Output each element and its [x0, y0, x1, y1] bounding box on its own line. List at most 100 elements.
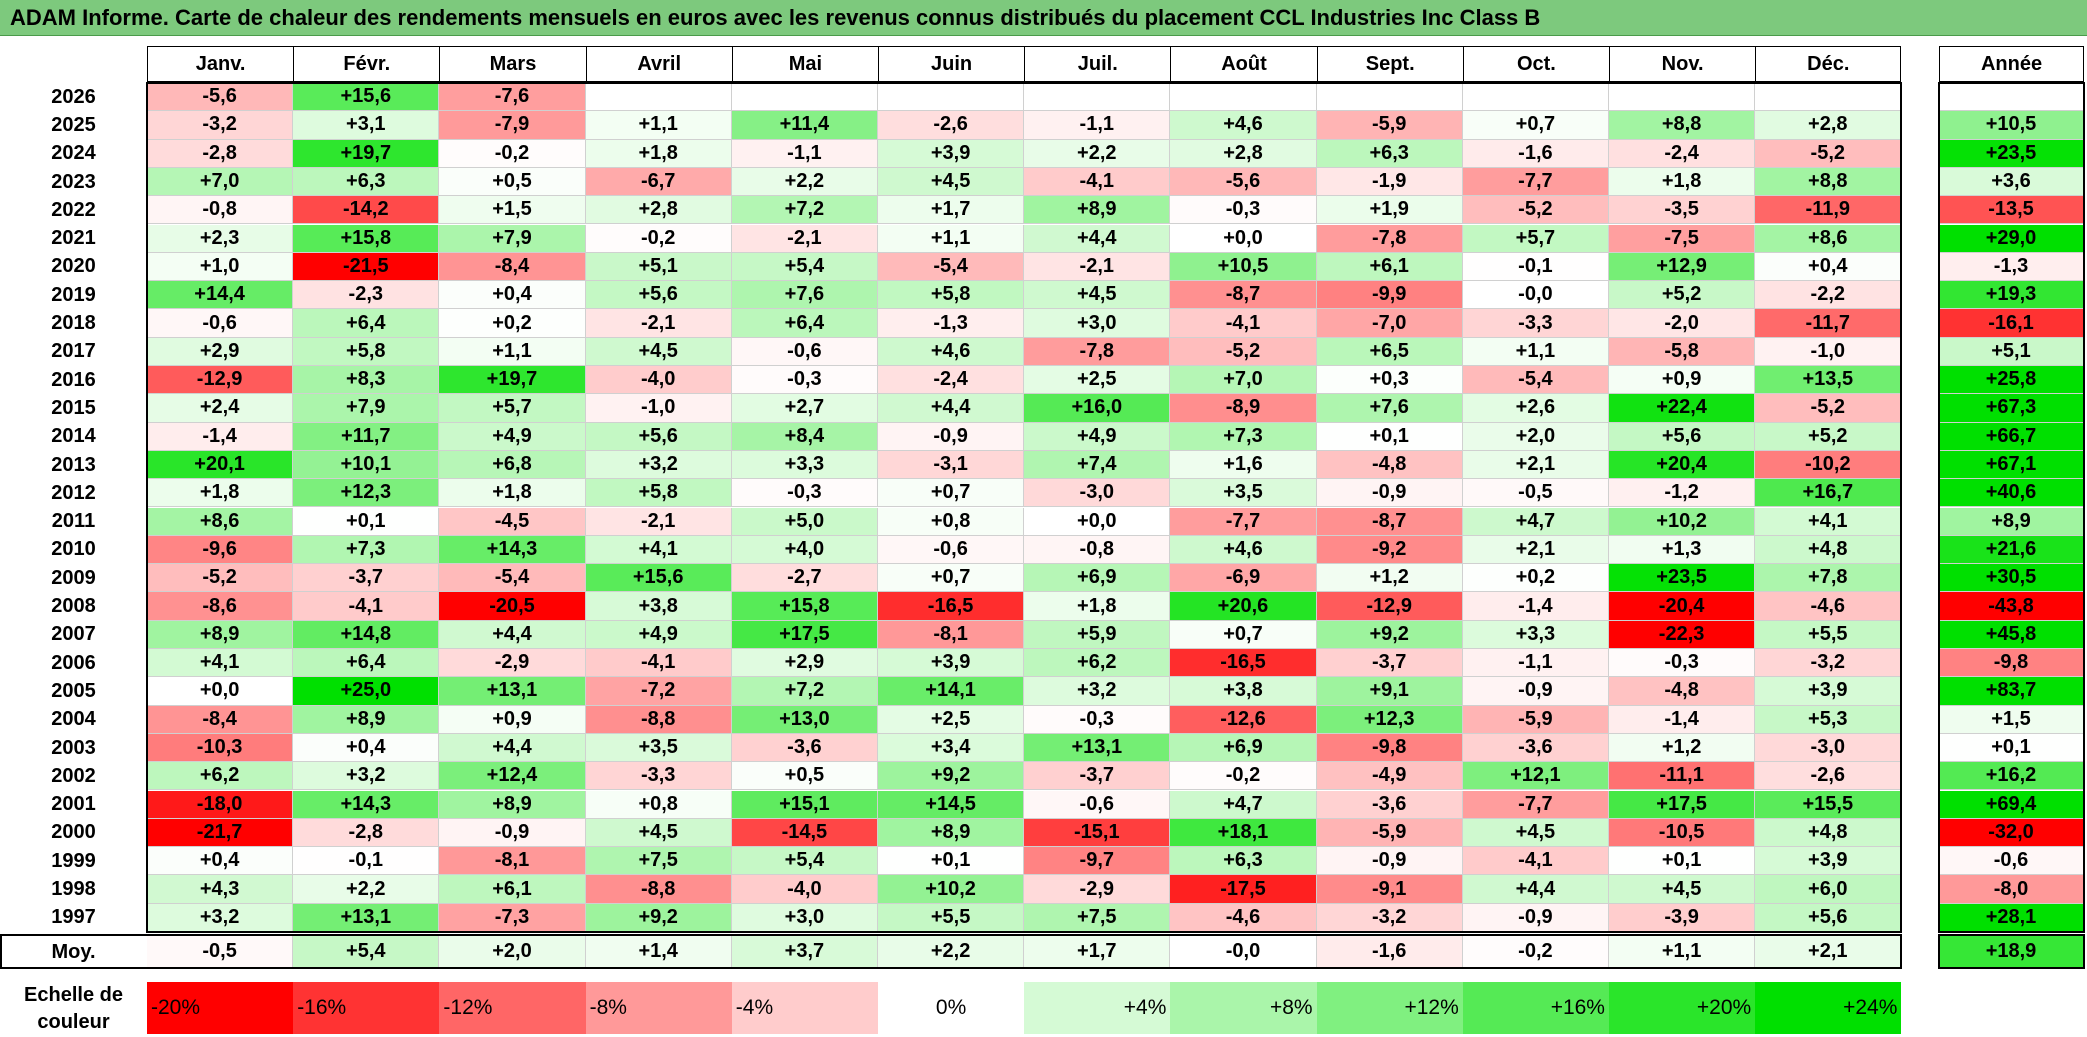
year-total-cell: -16,1	[1939, 309, 2084, 338]
year-label: 2020	[0, 252, 147, 282]
heatmap-cell: -10,3	[147, 733, 294, 763]
heatmap-cell: +9,2	[1316, 620, 1463, 649]
heatmap-cell: +3,0	[1024, 309, 1171, 338]
heatmap-cell: +5,5	[1755, 620, 1902, 649]
year-label: 2022	[0, 196, 147, 225]
heatmap-cell: +4,4	[439, 620, 586, 649]
legend-swatch: 0%	[878, 982, 1025, 1034]
heatmap-cell: +1,1	[439, 337, 586, 366]
heatmap-cell: -5,2	[1170, 337, 1317, 366]
heatmap-cell: -6,7	[585, 167, 732, 197]
heatmap-cell: +6,4	[731, 309, 878, 338]
heatmap-cell: -10,2	[1755, 450, 1902, 480]
heatmap-cell: +3,1	[293, 111, 440, 140]
heatmap-cell: +5,6	[1755, 903, 1902, 932]
heatmap-cell	[878, 83, 1025, 112]
heatmap-cell: -3,0	[1755, 733, 1902, 763]
heatmap-cell: +2,6	[1462, 394, 1609, 423]
heatmap-cell: +9,2	[585, 903, 732, 932]
heatmap-cell: +19,7	[293, 139, 440, 168]
heatmap-cell: +4,8	[1755, 535, 1902, 565]
heatmap-cell: +10,1	[293, 450, 440, 480]
year-label: 2023	[0, 167, 147, 197]
heatmap-cell: -1,0	[1755, 337, 1902, 366]
year-label: 2009	[0, 564, 147, 593]
year-total-cell: -13,5	[1939, 196, 2084, 225]
heatmap-cell: +16,0	[1024, 394, 1171, 423]
heatmap-cell: +3,9	[1755, 847, 1902, 876]
heatmap-cell: +13,1	[293, 903, 440, 932]
heatmap-cell: -18,0	[147, 790, 294, 819]
heatmap-cell: +3,8	[585, 592, 732, 621]
heatmap-cell: -3,0	[1024, 479, 1171, 508]
heatmap-cell: +4,5	[585, 818, 732, 848]
heatmap-cell: +10,2	[1609, 507, 1756, 536]
heatmap-cell: -14,5	[731, 818, 878, 848]
heatmap-cell: -4,9	[1316, 762, 1463, 791]
heatmap-cell: -2,0	[1609, 309, 1756, 338]
heatmap-cell: +6,3	[1316, 139, 1463, 168]
year-label: 2012	[0, 479, 147, 508]
heatmap-cell: -2,8	[147, 139, 294, 168]
heatmap-cell: -0,9	[1316, 479, 1463, 508]
heatmap-cell: -9,9	[1316, 281, 1463, 310]
heatmap-cell: +3,9	[1755, 677, 1902, 706]
heatmap-cell: -2,6	[878, 111, 1025, 140]
heatmap-cell: -0,8	[147, 196, 294, 225]
heatmap-cell: +0,7	[1462, 111, 1609, 140]
heatmap-cell: -0,6	[1024, 790, 1171, 819]
heatmap-cell: -4,6	[1755, 592, 1902, 621]
legend-swatch: -16%	[293, 982, 440, 1034]
heatmap-cell: +5,7	[439, 394, 586, 423]
heatmap-cell: -2,6	[1755, 762, 1902, 791]
year-total-cell: +66,7	[1939, 422, 2084, 451]
heatmap-cell: -7,3	[439, 903, 586, 932]
heatmap-cell: +2,2	[1024, 139, 1171, 168]
year-label: 2007	[0, 620, 147, 649]
heatmap-cell: -4,1	[1024, 167, 1171, 197]
heatmap-cell: -8,1	[439, 847, 586, 876]
heatmap-cell: +8,6	[147, 507, 294, 536]
heatmap-cell: -0,2	[1170, 762, 1317, 791]
heatmap-cell: -20,5	[439, 592, 586, 621]
heatmap-cell: +20,6	[1170, 592, 1317, 621]
heatmap-cell: -1,4	[147, 422, 294, 451]
heatmap-cell: -4,8	[1609, 677, 1756, 706]
heatmap-cell: +0,5	[731, 762, 878, 791]
heatmap-cell: -1,1	[731, 139, 878, 168]
heatmap-cell: +0,7	[1170, 620, 1317, 649]
year-label: 2006	[0, 649, 147, 678]
month-header: Févr.	[293, 46, 440, 82]
heatmap-cell: +3,2	[147, 903, 294, 932]
heatmap-cell: -0,6	[878, 535, 1025, 565]
legend-swatch: -8%	[585, 982, 732, 1034]
heatmap-cell: +17,5	[1609, 790, 1756, 819]
heatmap-cell: -2,1	[585, 507, 732, 536]
heatmap-cell: -5,2	[1755, 394, 1902, 423]
heatmap-cell: +0,4	[439, 281, 586, 310]
heatmap-cell: +0,4	[1755, 252, 1902, 282]
heatmap-cell: +8,8	[1755, 167, 1902, 197]
year-label: 2016	[0, 366, 147, 395]
heatmap-cell: +25,0	[293, 677, 440, 706]
year-total-cell: +19,3	[1939, 281, 2084, 310]
heatmap-cell: +0,2	[1462, 564, 1609, 593]
heatmap-cell: -16,5	[878, 592, 1025, 621]
heatmap-cell: -5,2	[1462, 196, 1609, 225]
heatmap-cell: +3,4	[878, 733, 1025, 763]
heatmap-cell: +16,7	[1755, 479, 1902, 508]
heatmap-cell: -2,1	[731, 224, 878, 253]
year-label: 2008	[0, 592, 147, 621]
heatmap-cell: +0,4	[293, 733, 440, 763]
heatmap-cell: +1,2	[1609, 733, 1756, 763]
heatmap-cell: -21,5	[293, 252, 440, 282]
heatmap-cell: -0,3	[1609, 649, 1756, 678]
heatmap-cell: -4,1	[1462, 847, 1609, 876]
year-total-cell: +40,6	[1939, 479, 2084, 508]
heatmap-cell: -7,8	[1024, 337, 1171, 366]
heatmap-cell: +4,7	[1170, 790, 1317, 819]
heatmap-cell: +2,2	[293, 875, 440, 904]
heatmap-cell: -0,2	[585, 224, 732, 253]
heatmap-cell: +2,8	[1170, 139, 1317, 168]
year-label: 2010	[0, 535, 147, 565]
